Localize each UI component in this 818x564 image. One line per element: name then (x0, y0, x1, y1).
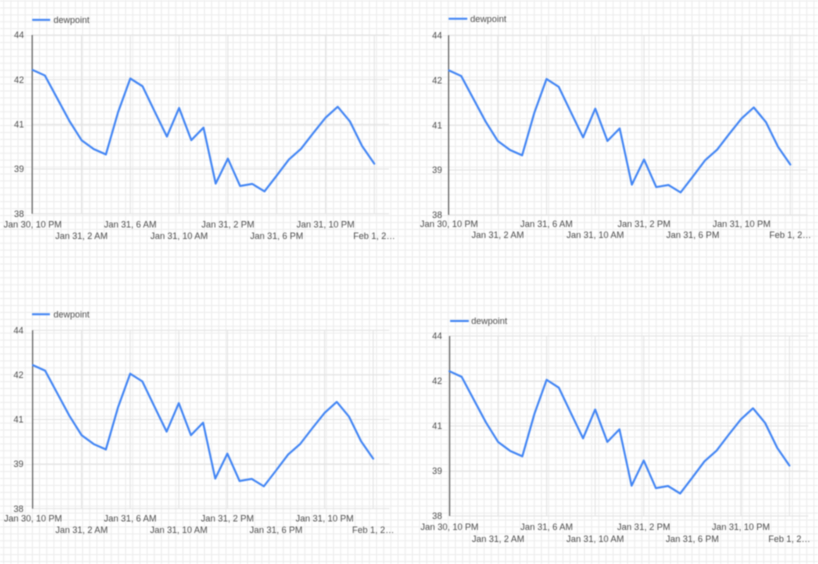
svg-text:Jan 31, 2 PM: Jan 31, 2 PM (201, 220, 254, 230)
svg-text:Jan 31, 10 AM: Jan 31, 10 AM (150, 525, 208, 535)
svg-text:38: 38 (432, 511, 442, 521)
svg-text:Jan 30, 10 PM: Jan 30, 10 PM (4, 220, 62, 230)
svg-text:dewpoint: dewpoint (54, 15, 91, 25)
svg-text:Feb 1, 2…: Feb 1, 2… (769, 230, 811, 240)
svg-text:Jan 31, 6 AM: Jan 31, 6 AM (520, 522, 573, 532)
svg-text:44: 44 (432, 31, 442, 41)
svg-text:42: 42 (14, 75, 24, 85)
svg-text:Jan 31, 6 PM: Jan 31, 6 PM (666, 230, 719, 240)
svg-text:44: 44 (432, 331, 442, 341)
svg-text:42: 42 (13, 370, 23, 380)
svg-text:Jan 31, 6 PM: Jan 31, 6 PM (249, 525, 302, 535)
svg-text:Jan 31, 2 AM: Jan 31, 2 AM (55, 231, 108, 241)
svg-text:38: 38 (432, 210, 442, 220)
svg-text:Jan 31, 10 PM: Jan 31, 10 PM (713, 219, 771, 229)
svg-text:Jan 31, 10 AM: Jan 31, 10 AM (150, 231, 208, 241)
svg-text:dewpoint: dewpoint (470, 14, 507, 24)
svg-text:44: 44 (14, 30, 24, 40)
svg-text:dewpoint: dewpoint (471, 316, 508, 326)
svg-text:39: 39 (432, 466, 442, 476)
svg-text:Jan 30, 10 PM: Jan 30, 10 PM (420, 522, 478, 532)
svg-text:Jan 31, 2 PM: Jan 31, 2 PM (201, 514, 254, 524)
svg-text:Jan 31, 2 AM: Jan 31, 2 AM (55, 525, 108, 535)
svg-text:Jan 31, 6 AM: Jan 31, 6 AM (520, 219, 573, 229)
svg-text:Feb 1, 2…: Feb 1, 2… (352, 525, 394, 535)
svg-text:41: 41 (432, 120, 442, 130)
svg-text:Jan 31, 10 AM: Jan 31, 10 AM (567, 230, 625, 240)
svg-text:Jan 31, 6 AM: Jan 31, 6 AM (104, 514, 157, 524)
svg-text:Jan 31, 10 PM: Jan 31, 10 PM (296, 514, 354, 524)
svg-text:dewpoint: dewpoint (54, 309, 91, 319)
svg-text:41: 41 (432, 421, 442, 431)
svg-text:39: 39 (13, 459, 23, 469)
svg-text:44: 44 (13, 326, 23, 336)
svg-text:42: 42 (432, 376, 442, 386)
svg-text:Jan 31, 2 AM: Jan 31, 2 AM (472, 534, 525, 544)
svg-text:Feb 1, 2…: Feb 1, 2… (768, 534, 810, 544)
svg-text:Jan 30, 10 PM: Jan 30, 10 PM (420, 219, 478, 229)
svg-text:38: 38 (13, 504, 23, 514)
svg-text:Feb 1, 2…: Feb 1, 2… (353, 231, 395, 241)
svg-text:Jan 30, 10 PM: Jan 30, 10 PM (4, 514, 62, 524)
svg-text:41: 41 (14, 120, 24, 130)
svg-text:39: 39 (432, 165, 442, 175)
svg-text:Jan 31, 10 PM: Jan 31, 10 PM (296, 220, 354, 230)
svg-text:Jan 31, 6 PM: Jan 31, 6 PM (666, 534, 719, 544)
svg-text:Jan 31, 10 PM: Jan 31, 10 PM (712, 522, 770, 532)
svg-text:Jan 31, 10 AM: Jan 31, 10 AM (566, 534, 624, 544)
svg-text:Jan 31, 2 PM: Jan 31, 2 PM (617, 522, 670, 532)
svg-text:39: 39 (14, 164, 24, 174)
svg-text:38: 38 (14, 209, 24, 219)
svg-text:Jan 31, 6 PM: Jan 31, 6 PM (250, 231, 303, 241)
svg-text:42: 42 (432, 75, 442, 85)
svg-text:Jan 31, 2 AM: Jan 31, 2 AM (472, 230, 525, 240)
svg-text:Jan 31, 6 AM: Jan 31, 6 AM (104, 220, 157, 230)
svg-text:41: 41 (13, 415, 23, 425)
svg-text:Jan 31, 2 PM: Jan 31, 2 PM (617, 219, 670, 229)
